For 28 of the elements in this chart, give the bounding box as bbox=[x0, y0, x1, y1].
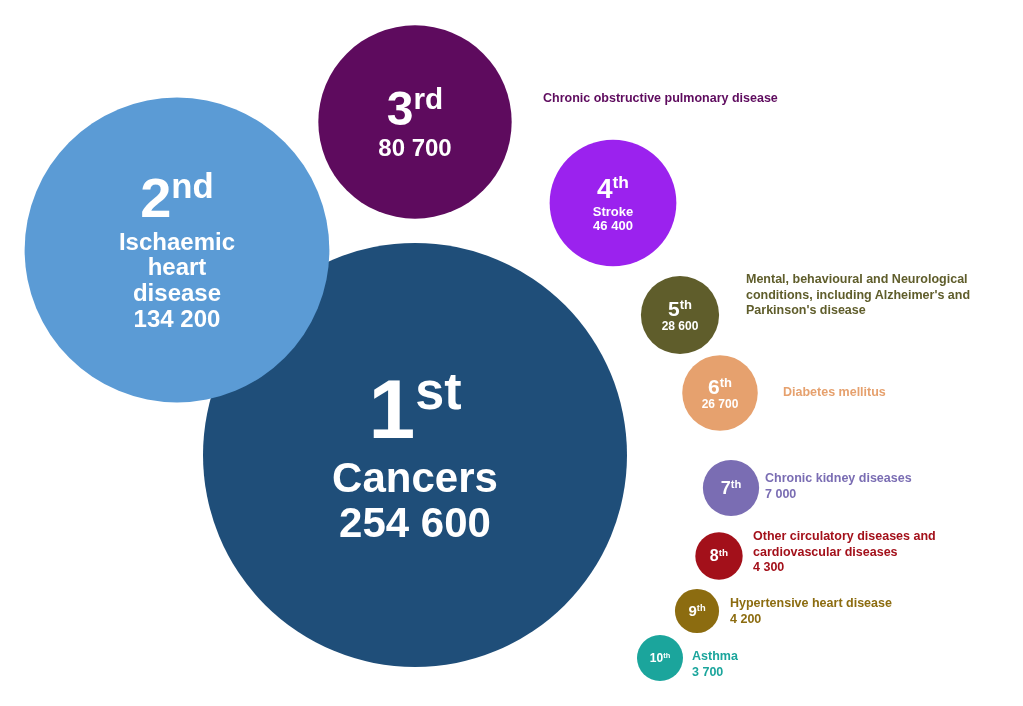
text: 3$^{rd}$ bbox=[386, 81, 444, 136]
data-label: 26 700 bbox=[701, 397, 739, 412]
category-label: Mental, behavioural and Neurological conditions, including Alzheimer's and Parkinson's disease bbox=[746, 272, 971, 318]
data-label: 4 300 bbox=[753, 560, 785, 575]
category-label: Stroke bbox=[592, 203, 634, 219]
category-label: Hypertensive heart disease bbox=[730, 596, 892, 610]
category-label: Diabetes mellitus bbox=[783, 385, 886, 399]
text: 2$^{nd}$ bbox=[140, 166, 214, 230]
text: 6$^{th}$ bbox=[708, 374, 732, 398]
data-label: 134 200 bbox=[133, 305, 221, 333]
category-label: Chronic obstructive pulmonary disease bbox=[543, 91, 778, 105]
text: 7$^{th}$ bbox=[720, 478, 742, 499]
category-label: Other circulatory diseases and cardiovascular diseases bbox=[753, 529, 936, 559]
data-label: 3 700 bbox=[692, 664, 724, 679]
data-label: 7 000 bbox=[765, 486, 797, 501]
data-label: 80 700 bbox=[378, 134, 452, 162]
category-label: Chronic kidney diseases bbox=[765, 471, 912, 485]
text: 10$^{th}$ bbox=[649, 650, 671, 666]
category-label: Asthma bbox=[692, 649, 739, 663]
data-label: 254 600 bbox=[339, 499, 491, 547]
data-label: 4 200 bbox=[730, 611, 762, 626]
category-label: Ischaemic heart disease bbox=[118, 227, 236, 307]
text: 4$^{th}$ bbox=[597, 172, 629, 205]
data-label: 28 600 bbox=[661, 319, 699, 334]
text: 8$^{th}$ bbox=[709, 546, 729, 565]
data-label: 46 400 bbox=[593, 217, 633, 233]
text: 5$^{th}$ bbox=[668, 296, 692, 320]
text: 9$^{th}$ bbox=[688, 602, 706, 620]
